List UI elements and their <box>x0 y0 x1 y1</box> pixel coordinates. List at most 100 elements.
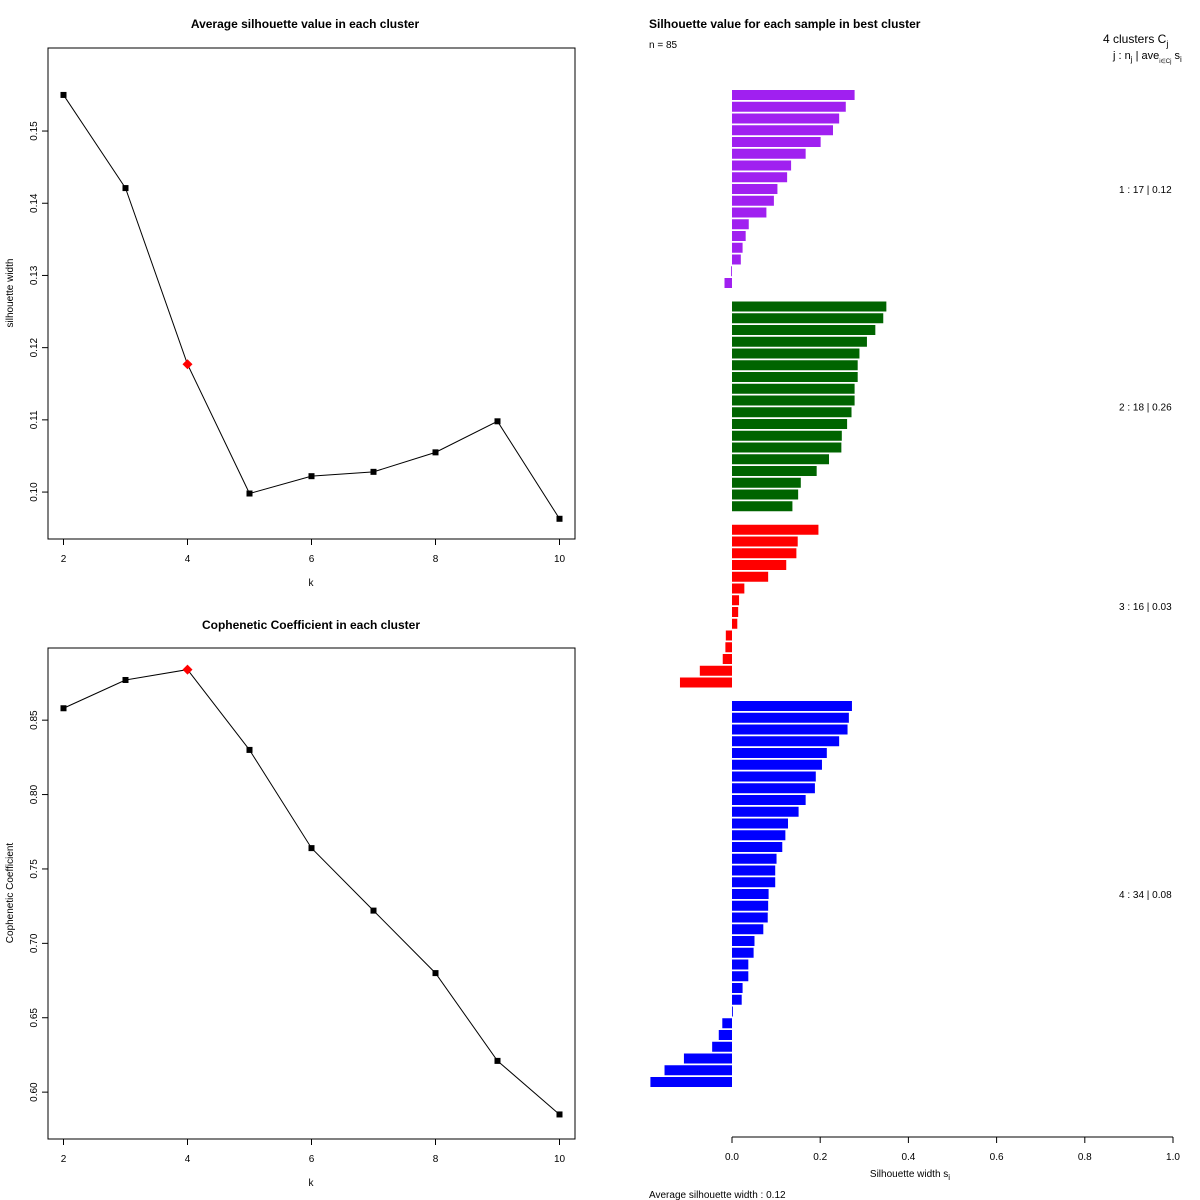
stats-header-c: s <box>1171 50 1180 62</box>
x-axis: 2 4 6 8 10 <box>61 1139 565 1165</box>
silhouette-bar <box>732 207 767 218</box>
silhouette-bar <box>732 571 769 582</box>
x-axis-label: k <box>309 578 315 589</box>
silhouette-bar <box>732 771 816 782</box>
silhouette-bar <box>732 924 764 935</box>
silhouette-bar <box>699 665 732 676</box>
silhouette-bar <box>732 959 749 970</box>
x-tick-label: 4 <box>185 554 191 565</box>
average-silhouette-footer: Average silhouette width : 0.12 <box>649 1190 786 1200</box>
y-axis: 0.10 0.11 0.12 0.13 0.14 0.15 <box>29 121 48 502</box>
silhouette-bar <box>732 889 769 899</box>
silhouette-bar <box>732 701 852 711</box>
silhouette-bar <box>732 148 806 159</box>
silhouette-bar <box>732 994 742 1005</box>
cluster-label: 4 : 34 | 0.08 <box>1119 890 1172 901</box>
x-axis: 2 4 6 8 10 <box>61 539 566 565</box>
x-tick-label: 2 <box>61 554 67 565</box>
silhouette-bar <box>732 865 776 876</box>
silhouette-bar <box>732 90 855 100</box>
x-tick-label: 0.4 <box>901 1152 915 1163</box>
silhouette-bar <box>732 219 749 230</box>
cluster-label: 3 : 16 | 0.03 <box>1119 602 1172 613</box>
silhouette-bar <box>732 430 842 441</box>
silhouette-bar <box>722 654 732 664</box>
silhouette-bar <box>718 1030 732 1040</box>
data-point <box>246 746 253 753</box>
silhouette-bar <box>732 195 774 206</box>
series <box>60 91 563 522</box>
silhouette-bar <box>732 795 806 805</box>
stats-header-sub-a: j <box>1130 55 1133 64</box>
x-tick-label: 0.2 <box>813 1152 827 1163</box>
y-tick-label: 0.80 <box>29 784 40 804</box>
y-axis-label: Cophenetic Coefficient <box>5 843 16 944</box>
silhouette-bar <box>732 372 858 382</box>
silhouette-bar <box>732 877 776 888</box>
silhouette-bar <box>732 348 860 359</box>
silhouette-bar <box>650 1077 732 1087</box>
silhouette-bar <box>732 842 783 852</box>
silhouette-bar <box>683 1053 732 1064</box>
silhouette-bar <box>732 501 793 512</box>
silhouette-bar <box>732 783 815 794</box>
data-point <box>370 907 377 914</box>
clusters-header-sub: j <box>1165 39 1168 49</box>
data-point <box>122 676 129 683</box>
silhouette-bar <box>732 489 799 500</box>
chart-title: Silhouette value for each sample in best… <box>649 17 921 31</box>
stats-header-b: | ave <box>1133 50 1160 62</box>
silhouette-bar <box>732 536 798 547</box>
silhouette-bar <box>732 160 792 171</box>
silhouette-bar <box>732 442 842 453</box>
bars <box>650 90 887 1087</box>
silhouette-bar <box>732 806 799 817</box>
silhouette-bar <box>732 947 754 958</box>
stats-header-sub-b: i∈Cj <box>1159 58 1171 65</box>
clusters-header: 4 clusters Cj <box>1103 32 1168 49</box>
silhouette-bar <box>732 724 848 735</box>
cluster-stats-header: j : nj | avei∈Cj si <box>1112 50 1182 65</box>
y-axis: 0.60 0.65 0.70 0.75 0.80 0.85 <box>29 710 48 1102</box>
y-tick-label: 0.10 <box>29 482 40 502</box>
silhouette-bar <box>732 736 840 747</box>
silhouette-bar <box>731 266 732 277</box>
highlight-point <box>182 664 193 675</box>
silhouette-bar <box>732 583 745 594</box>
silhouette-bar <box>732 301 887 312</box>
silhouette-bar <box>725 630 732 641</box>
silhouette-bar <box>732 184 778 194</box>
silhouette-bar <box>732 172 788 183</box>
x-axis-label: k <box>309 1178 315 1189</box>
x-tick-label: 2 <box>61 1154 67 1165</box>
x-tick-label: 6 <box>309 554 315 565</box>
silhouette-bar <box>732 1006 733 1017</box>
silhouette-bar <box>732 912 768 923</box>
y-tick-label: 0.70 <box>29 933 40 953</box>
x-tick-label: 4 <box>185 1154 191 1165</box>
silhouette-bar <box>679 677 732 688</box>
x-tick-label: 0.6 <box>990 1152 1004 1163</box>
y-tick-label: 0.75 <box>29 859 40 879</box>
silhouette-bar <box>732 712 849 723</box>
x-axis-label: Silhouette width si <box>870 1169 950 1182</box>
silhouette-bar <box>732 548 797 559</box>
silhouette-bar <box>732 137 821 147</box>
silhouette-bar <box>732 231 746 241</box>
x-axis-label-text: Silhouette width s <box>870 1169 948 1180</box>
silhouette-bar <box>732 419 848 429</box>
x-tick-label: 6 <box>309 1154 315 1165</box>
x-axis-label-sub: i <box>948 1173 950 1182</box>
silhouette-bar <box>732 254 741 265</box>
data-point <box>308 845 315 852</box>
silhouette-line-chart: Average silhouette value in each cluster… <box>5 17 576 589</box>
silhouette-bar <box>732 748 827 758</box>
sample-count-label: n = 85 <box>649 40 678 51</box>
silhouette-bar <box>732 524 819 535</box>
x-tick-label: 10 <box>554 554 566 565</box>
silhouette-bar <box>732 971 749 982</box>
stats-header-sub-c: i <box>1180 55 1182 64</box>
silhouette-bar <box>732 618 738 629</box>
data-point <box>246 490 253 497</box>
x-tick-label: 8 <box>433 1154 439 1165</box>
